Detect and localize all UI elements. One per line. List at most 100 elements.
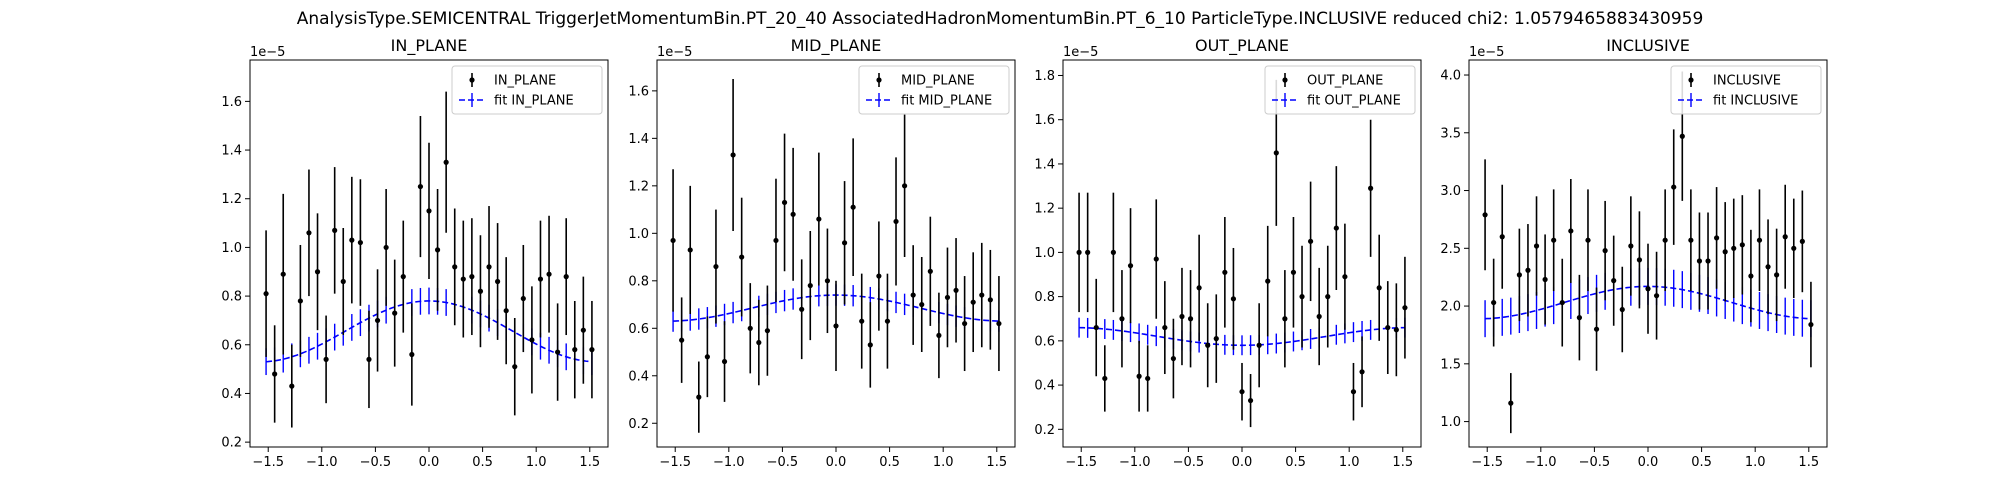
data-point — [876, 273, 882, 279]
y-tick-label: 2.0 — [1440, 300, 1461, 315]
data-point — [263, 291, 269, 297]
y-tick-label: 4.0 — [1440, 69, 1461, 84]
data-point — [1187, 316, 1194, 322]
legend-frame — [1264, 65, 1416, 115]
legend-label-fit: fit MID_PLANE — [901, 94, 992, 109]
data-point — [1230, 296, 1237, 302]
data-point — [460, 276, 466, 282]
data-point — [486, 264, 492, 270]
data-point — [1102, 375, 1108, 382]
data-point — [289, 383, 295, 389]
x-tick-label: −1.0 — [1525, 455, 1557, 470]
legend-label-fit: fit INCLUSIVE — [1713, 94, 1798, 109]
axes-frame — [249, 59, 609, 448]
data-point — [764, 328, 771, 334]
x-tick-label: 0.5 — [472, 455, 493, 470]
data-point — [1739, 242, 1745, 248]
data-point — [1136, 373, 1142, 379]
data-point — [1619, 306, 1625, 313]
x-tick-label: 0.0 — [1232, 455, 1253, 470]
data-point — [1170, 355, 1177, 362]
figure-suptitle: AnalysisType.SEMICENTRAL TriggerJetMomen… — [297, 9, 1704, 29]
chart-title: MID_PLANE — [791, 36, 882, 56]
data-point — [469, 274, 475, 280]
x-tick-label: 0.5 — [1691, 455, 1712, 470]
data-point — [426, 208, 432, 214]
data-point — [1359, 369, 1365, 375]
data-point — [1119, 316, 1125, 322]
data-point — [1576, 315, 1583, 321]
legend-label-data: INCLUSIVE — [1713, 74, 1781, 89]
data-point — [1290, 269, 1297, 275]
data-point — [1508, 400, 1514, 406]
data-point — [962, 320, 968, 327]
x-tick-label: −1.5 — [1065, 455, 1097, 470]
data-point — [434, 247, 441, 253]
data-point — [1342, 274, 1348, 280]
data-point — [1688, 237, 1694, 243]
legend: INCLUSIVE fit INCLUSIVE — [1670, 65, 1822, 115]
data-point — [713, 263, 719, 270]
x-tick-label: −1.5 — [659, 455, 691, 470]
data-point — [1153, 256, 1159, 262]
data-point — [1247, 397, 1254, 404]
data-point — [1299, 294, 1305, 300]
data-point — [953, 287, 959, 293]
x-tick-label: −1.5 — [1471, 455, 1503, 470]
data-point — [696, 394, 702, 400]
data-point — [563, 274, 569, 280]
data-point — [1593, 326, 1600, 332]
x-tick-label: 1.0 — [526, 455, 547, 470]
x-tick-label: −1.0 — [713, 455, 745, 470]
data-point — [756, 339, 762, 346]
legend-data-marker — [1282, 77, 1288, 83]
data-point — [1636, 257, 1643, 263]
data-point — [1696, 258, 1703, 264]
data-point — [1110, 249, 1116, 255]
chart-title: INCLUSIVE — [1606, 36, 1690, 55]
y-tick-label: 1.6 — [1034, 113, 1055, 128]
x-tick-label: −1.5 — [252, 455, 284, 470]
data-point — [1774, 272, 1780, 278]
data-point — [572, 347, 578, 353]
y-tick-label: 2.5 — [1440, 242, 1461, 257]
data-point — [1679, 133, 1685, 139]
y-tick-label: 0.4 — [628, 369, 649, 384]
y-tick-label: 1.6 — [221, 95, 242, 110]
y-offset-label: 1e−5 — [250, 45, 285, 60]
x-tick-label: 1.5 — [579, 455, 600, 470]
data-point — [833, 323, 839, 329]
data-point — [1273, 150, 1279, 156]
legend-label-data: MID_PLANE — [901, 74, 975, 89]
data-point — [1516, 272, 1522, 278]
chart-title: IN_PLANE — [391, 36, 468, 56]
data-point — [1325, 294, 1331, 300]
legend-label-fit: fit IN_PLANE — [494, 94, 574, 109]
axes-frame — [656, 59, 1016, 448]
data-point — [1611, 278, 1617, 284]
y-tick-label: 0.4 — [1034, 379, 1055, 394]
data-point — [512, 364, 518, 370]
data-point — [910, 292, 916, 298]
legend-frame — [451, 65, 603, 115]
data-point — [987, 297, 993, 303]
data-point — [1376, 285, 1382, 291]
data-point — [1333, 225, 1339, 231]
data-point — [1722, 249, 1728, 255]
data-point — [1756, 237, 1763, 243]
data-point — [323, 356, 329, 362]
y-tick-label: 0.6 — [1034, 334, 1055, 349]
data-point — [1196, 285, 1202, 291]
y-tick-label: 1.5 — [1440, 357, 1461, 372]
data-point — [807, 282, 813, 289]
y-tick-label: 1.4 — [628, 132, 649, 147]
data-point — [859, 318, 865, 324]
y-tick-label: 0.4 — [221, 387, 242, 402]
data-point — [970, 299, 976, 305]
x-tick-label: 1.0 — [1745, 455, 1766, 470]
data-point — [366, 356, 372, 362]
data-point — [704, 354, 710, 360]
data-point — [357, 239, 364, 246]
axes-frame — [1468, 59, 1828, 448]
